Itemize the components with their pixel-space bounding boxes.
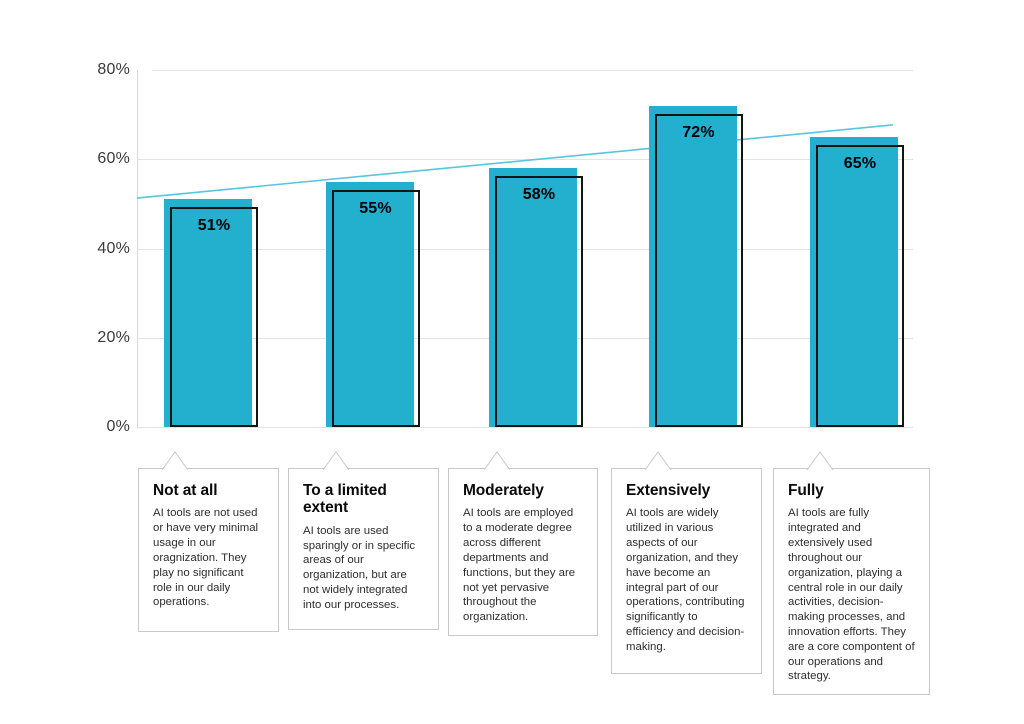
gridline-60 bbox=[137, 159, 913, 160]
bar-1 bbox=[164, 199, 252, 427]
bar-value-label: 58% bbox=[522, 186, 556, 203]
bar-outline-2 bbox=[331, 190, 420, 427]
y-axis-line bbox=[137, 70, 138, 428]
note-body: AI tools are used sparingly or in specif… bbox=[303, 524, 416, 611]
bar-5 bbox=[810, 137, 898, 427]
note-title: Moderately bbox=[463, 482, 544, 499]
bar-outline-1 bbox=[170, 207, 258, 427]
bar-outline-5 bbox=[816, 145, 904, 427]
note-body: AI tools are fully integrated and extens… bbox=[788, 507, 915, 683]
bar-value-label: 51% bbox=[197, 217, 231, 234]
y-axis-tick-label: 20% bbox=[97, 329, 130, 346]
note-body: AI tools are not used or have very minim… bbox=[153, 507, 259, 609]
y-axis-tick-label: 40% bbox=[97, 240, 130, 257]
category-note-4: Extensively AI tools are widely utilized … bbox=[611, 451, 762, 674]
bar-2 bbox=[325, 182, 414, 427]
note-pointer-icon bbox=[483, 451, 511, 470]
bar-outline-4 bbox=[654, 114, 743, 427]
y-axis-tick-label: 80% bbox=[97, 61, 130, 78]
note-title: Not at all bbox=[153, 482, 218, 499]
note-pointer-icon bbox=[322, 451, 350, 470]
note-title: Fully bbox=[788, 482, 824, 499]
note-title: Extensively bbox=[626, 482, 711, 499]
gridline-0 bbox=[137, 427, 913, 428]
bar-value-label: 65% bbox=[843, 155, 877, 172]
category-note-5: Fully AI tools are fully integrated and e… bbox=[773, 451, 930, 696]
bar-value-label: 55% bbox=[359, 200, 392, 217]
note-pointer-icon bbox=[644, 451, 672, 470]
note-pointer-icon bbox=[161, 451, 189, 470]
y-axis-tick-label: 0% bbox=[106, 418, 130, 435]
category-note-2: To a limited extent AI tools are used spa… bbox=[288, 451, 439, 630]
gridline-80 bbox=[152, 70, 913, 71]
note-body: AI tools are widely utilized in various … bbox=[626, 507, 745, 653]
note-pointer-icon bbox=[806, 451, 834, 470]
category-note-1: Not at all AI tools are not used or have … bbox=[138, 451, 279, 632]
note-body: AI tools are employed to a moderate degr… bbox=[463, 507, 576, 624]
bar-outline-3 bbox=[495, 176, 583, 427]
note-title: To a limited extent bbox=[303, 482, 387, 517]
category-note-3: Moderately AI tools are employed to a mod… bbox=[448, 451, 598, 636]
bar-4 bbox=[648, 106, 737, 427]
bar-3 bbox=[489, 168, 577, 427]
y-axis-tick-label: 60% bbox=[97, 150, 130, 167]
bar-value-label: 72% bbox=[682, 124, 715, 141]
